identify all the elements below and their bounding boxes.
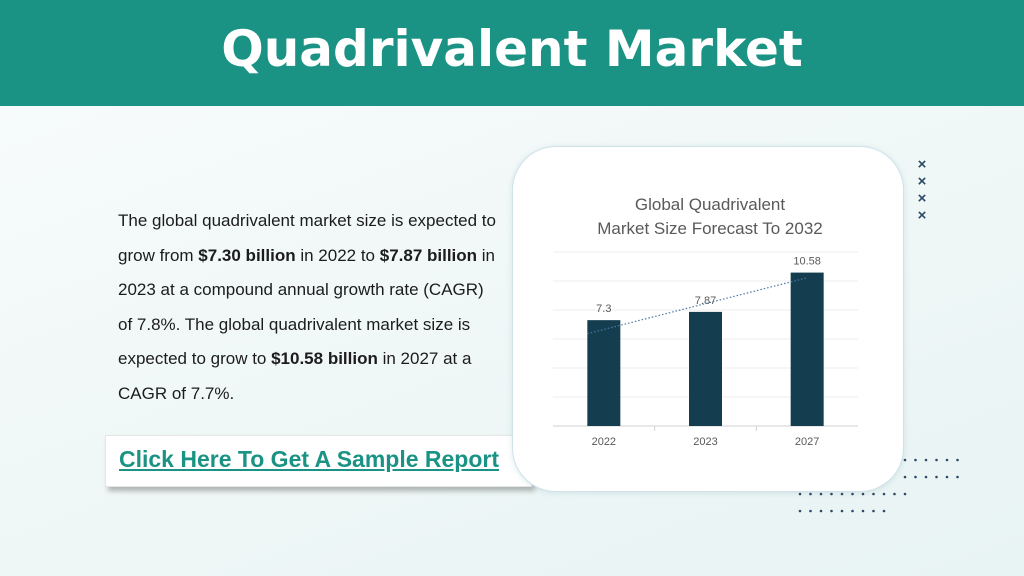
bar <box>587 320 621 426</box>
dot <box>924 475 928 479</box>
data-label: 7.3 <box>596 303 611 315</box>
x-mark-icon: × <box>917 173 927 190</box>
chart-title-line1: Global Quadrivalent <box>634 195 786 214</box>
data-label: 7.87 <box>695 295 716 307</box>
dot <box>872 492 875 496</box>
header-bar <box>0 0 1024 106</box>
dot <box>882 492 886 496</box>
x-tick-label: 2022 <box>592 436 616 448</box>
bar <box>790 272 824 426</box>
dot <box>945 475 949 479</box>
paragraph-text: The global quadrivalent market size is e… <box>118 211 496 265</box>
dot <box>903 492 907 496</box>
highlight-value: $10.58 billion <box>271 349 378 368</box>
x-mark-icon: × <box>917 190 927 207</box>
description-paragraph: The global quadrivalent market size is e… <box>118 204 498 411</box>
dot <box>882 509 886 513</box>
dot <box>914 458 917 462</box>
dot <box>903 458 907 462</box>
chart-title-line2: Market Size Forecast To 2032 <box>597 219 823 238</box>
x-tick-label: 2027 <box>795 436 819 448</box>
trendline <box>587 277 808 335</box>
dot <box>935 475 938 479</box>
dot <box>935 458 938 462</box>
dot <box>819 492 823 496</box>
dot <box>840 492 844 496</box>
highlight-value: $7.87 billion <box>379 245 478 265</box>
dot <box>861 509 865 513</box>
x-tick-label: 2023 <box>693 436 717 448</box>
dot <box>798 509 802 513</box>
x-marks-decoration: × × × × <box>915 156 929 224</box>
paragraph-text: in 2023 at a compound annual growth rate… <box>118 245 496 369</box>
dot <box>840 509 844 513</box>
dot <box>851 509 854 513</box>
chart-title: Global Quadrivalent Market Size Forecast… <box>540 193 880 241</box>
paragraph-text: in 2022 to <box>295 245 380 265</box>
data-label: 10.58 <box>793 256 821 268</box>
cta-box: Click Here To Get A Sample Report <box>105 435 532 487</box>
dot <box>830 492 833 496</box>
bar <box>689 311 722 426</box>
dot <box>903 475 907 479</box>
paragraph-text: in 2027 at a CAGR of 7.7%. <box>118 349 472 403</box>
dot <box>809 492 812 496</box>
dot <box>809 509 812 513</box>
x-mark-icon: × <box>917 207 927 224</box>
dot <box>830 509 833 513</box>
dot <box>872 509 875 513</box>
dot <box>914 475 917 479</box>
dot <box>956 458 959 462</box>
highlight-value: $7.30 billion <box>198 245 296 265</box>
dot <box>861 492 865 496</box>
dot <box>819 509 823 513</box>
dot <box>798 492 802 496</box>
dot <box>945 458 949 462</box>
sample-report-link[interactable]: Click Here To Get A Sample Report <box>119 446 500 472</box>
x-mark-icon: × <box>917 156 927 173</box>
dot <box>956 475 959 479</box>
dot <box>851 492 854 496</box>
dot <box>924 458 928 462</box>
dots-decoration <box>798 458 959 513</box>
dot <box>893 492 896 496</box>
